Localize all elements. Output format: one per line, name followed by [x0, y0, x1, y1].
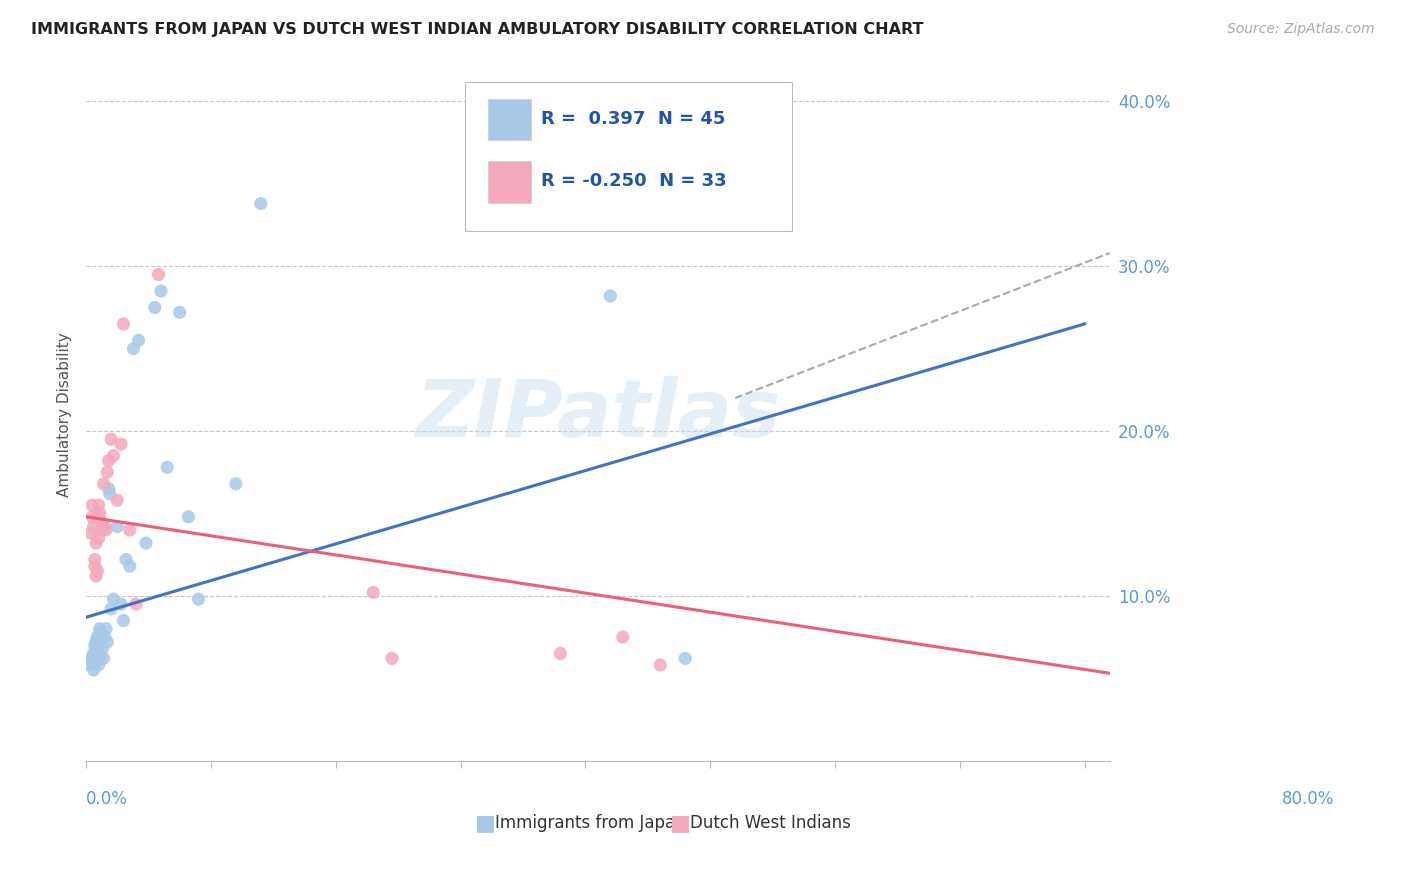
Point: [143, 301, 166, 315]
Text: R =  0.397  N = 45: R = 0.397 N = 45: [540, 110, 725, 128]
Point: [537, 173, 560, 187]
Point: [125, 597, 148, 611]
Text: Dutch West Indians: Dutch West Indians: [690, 814, 851, 832]
Point: [83, 638, 105, 652]
Point: [89, 649, 111, 664]
Y-axis label: Ambulatory Disability: Ambulatory Disability: [58, 332, 72, 497]
Point: [128, 334, 150, 348]
Point: [89, 507, 111, 521]
Point: [169, 305, 191, 319]
Point: [115, 552, 138, 566]
Point: [86, 509, 108, 524]
Text: Immigrants from Japan: Immigrants from Japan: [495, 814, 686, 832]
Point: [187, 592, 209, 607]
FancyBboxPatch shape: [465, 82, 793, 231]
Point: [94, 630, 117, 644]
Point: [84, 536, 107, 550]
Point: [83, 647, 105, 661]
Point: [90, 625, 112, 640]
Point: [98, 486, 121, 500]
Text: ZIPatlas: ZIPatlas: [415, 376, 780, 453]
Point: [84, 635, 107, 649]
FancyBboxPatch shape: [488, 99, 531, 141]
Point: [94, 622, 117, 636]
Text: IMMIGRANTS FROM JAPAN VS DUTCH WEST INDIAN AMBULATORY DISABILITY CORRELATION CHA: IMMIGRANTS FROM JAPAN VS DUTCH WEST INDI…: [31, 22, 924, 37]
Text: 0.0%: 0.0%: [86, 789, 128, 807]
Point: [82, 498, 104, 512]
Point: [118, 523, 141, 537]
Point: [83, 655, 105, 669]
Point: [86, 647, 108, 661]
Point: [550, 647, 572, 661]
Point: [91, 641, 114, 656]
Point: [94, 523, 117, 537]
FancyBboxPatch shape: [488, 161, 531, 202]
Point: [673, 651, 696, 665]
Point: [156, 460, 179, 475]
Point: [650, 658, 672, 673]
Text: 80.0%: 80.0%: [1282, 789, 1334, 807]
Point: [82, 655, 104, 669]
Point: [93, 651, 115, 665]
Point: [250, 196, 273, 211]
Point: [89, 622, 111, 636]
Point: [87, 531, 110, 545]
Point: [80, 651, 103, 665]
Point: [112, 317, 135, 331]
Point: [91, 523, 114, 537]
Point: [103, 592, 125, 607]
Point: [97, 482, 120, 496]
Point: [361, 585, 384, 599]
Point: [135, 536, 157, 550]
Point: [110, 437, 132, 451]
Point: [90, 515, 112, 529]
Point: [96, 635, 118, 649]
Text: ■: ■: [669, 813, 690, 833]
Point: [149, 284, 172, 298]
Text: R = -0.250  N = 33: R = -0.250 N = 33: [540, 172, 725, 190]
Point: [112, 614, 135, 628]
Point: [79, 658, 101, 673]
Point: [82, 509, 104, 524]
Point: [100, 432, 122, 446]
Point: [84, 569, 107, 583]
Point: [177, 509, 200, 524]
Point: [87, 633, 110, 648]
Point: [90, 635, 112, 649]
Point: [122, 342, 145, 356]
Point: [105, 493, 128, 508]
Point: [225, 476, 247, 491]
Point: [100, 602, 122, 616]
Point: [80, 526, 103, 541]
Point: [148, 268, 170, 282]
Point: [84, 641, 107, 656]
Point: [93, 476, 115, 491]
Point: [381, 651, 404, 665]
Point: [97, 453, 120, 467]
Point: [94, 519, 117, 533]
Point: [103, 449, 125, 463]
Point: [83, 519, 105, 533]
Point: [110, 597, 132, 611]
Point: [86, 630, 108, 644]
Point: [105, 519, 128, 533]
Point: [83, 559, 105, 574]
Point: [96, 465, 118, 479]
Point: [86, 564, 108, 578]
Point: [83, 552, 105, 566]
Point: [599, 289, 621, 303]
Point: [87, 498, 110, 512]
Text: Source: ZipAtlas.com: Source: ZipAtlas.com: [1227, 22, 1375, 37]
Point: [118, 559, 141, 574]
Point: [83, 663, 105, 677]
Point: [612, 630, 634, 644]
Text: ■: ■: [475, 813, 496, 833]
Point: [87, 658, 110, 673]
